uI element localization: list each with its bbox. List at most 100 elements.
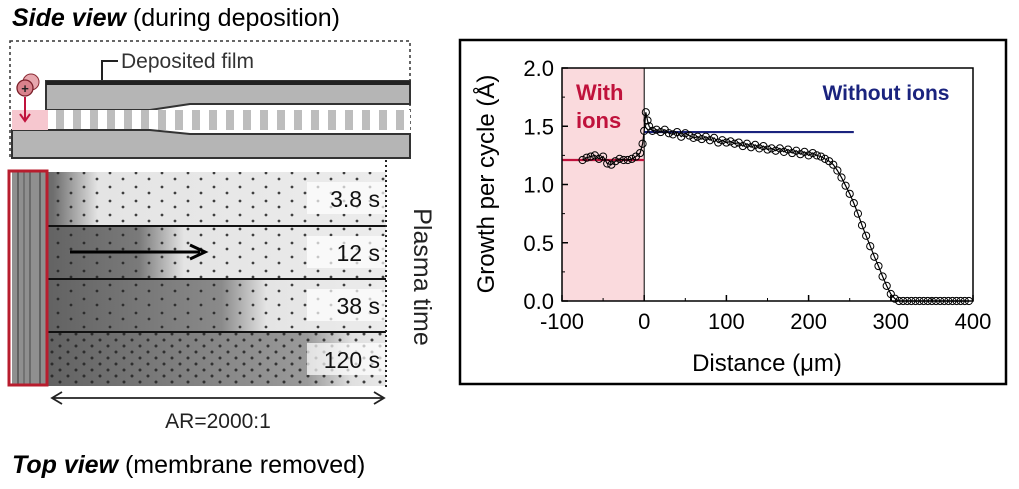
data-point: [685, 131, 694, 140]
upper-slab: [45, 80, 411, 111]
y-tick-label: 0.0: [523, 289, 554, 314]
data-point: [718, 136, 727, 145]
time-label-3: 120 s: [324, 347, 380, 373]
pillar: [56, 110, 64, 130]
data-point: [615, 154, 624, 163]
data-point: [672, 127, 682, 137]
x-ticks: -100 0 100 200 300 400: [540, 295, 991, 334]
data-point: [578, 155, 587, 165]
data-point: [841, 181, 850, 190]
schematic-figure: Deposited film + 3.8 s 12 s: [7, 40, 436, 433]
data-point: [652, 125, 661, 134]
y-tick-label: 1.0: [523, 173, 554, 198]
pillar: [379, 110, 387, 130]
pillar: [192, 110, 200, 130]
data-point: [808, 148, 817, 158]
x-tick-label: -100: [540, 309, 584, 334]
data-point: [796, 150, 805, 159]
data-point: [726, 137, 735, 146]
data-point: [755, 144, 764, 153]
chart-frame: [458, 38, 1008, 386]
data-point: [788, 148, 797, 158]
data-point: [582, 153, 591, 162]
film-label-leader: [101, 60, 118, 81]
data-point: [635, 148, 645, 158]
pillar: [209, 110, 217, 130]
data-point: [623, 155, 632, 165]
pillar: [311, 110, 319, 130]
data-point: [681, 129, 690, 138]
pillar: [73, 110, 81, 130]
data-point: [722, 138, 731, 147]
x-tick-label: 300: [872, 309, 909, 334]
without-ions-label: Without ions: [823, 82, 950, 105]
data-point: [714, 138, 723, 147]
y-tick-label: 2.0: [523, 56, 554, 81]
data-point: [611, 157, 620, 166]
top-view-title: Top view: [12, 451, 119, 479]
data-point: [697, 134, 706, 144]
pillar: [294, 110, 302, 130]
data-point: [853, 209, 863, 218]
plasma-time-label: Plasma time: [408, 208, 436, 346]
data-point: [845, 189, 854, 198]
data-point: [638, 139, 647, 148]
data-point: [857, 221, 867, 230]
with-ions-label-line2: ions: [576, 108, 621, 133]
x-tick-label: 0: [638, 309, 650, 334]
data-point: [767, 144, 776, 153]
data-point: [689, 133, 698, 142]
data-point: [771, 146, 780, 155]
pillar-array: [46, 110, 410, 130]
pillar: [107, 110, 115, 130]
data-point: [664, 129, 673, 138]
time-labels: 3.8 s 12 s 38 s 120 s: [307, 182, 385, 375]
ion-arrow-icon: [19, 97, 31, 123]
data-point: [870, 252, 879, 261]
pillar: [141, 110, 149, 130]
pillar: [243, 110, 251, 130]
time-label-1: 12 s: [337, 240, 380, 266]
data-point: [849, 199, 858, 208]
data-point: [640, 126, 649, 136]
data-point: [779, 147, 789, 156]
side-view-title: Side view: [12, 4, 126, 32]
data-point: [882, 281, 891, 290]
data-point: [693, 132, 702, 141]
data-point: [586, 152, 595, 161]
pillar: [124, 110, 132, 130]
aspect-ratio-label: AR=2000:1: [165, 410, 271, 433]
ion-region-box: [7, 169, 49, 387]
pillar: [345, 110, 353, 130]
y-tick-label: 1.5: [523, 114, 554, 139]
side-view-subtitle: (during deposition): [125, 4, 340, 32]
time-label-2: 38 s: [337, 293, 380, 319]
y-ticks: 0.0 0.5 1.0 1.5 2.0: [523, 56, 568, 314]
data-point: [648, 126, 657, 136]
data-point: [738, 141, 747, 151]
x-tick-label: 400: [955, 309, 992, 334]
data-point: [656, 127, 665, 137]
film-label: Deposited film: [121, 50, 254, 73]
pillar: [260, 110, 268, 130]
x-axis-label: Distance (μm): [692, 350, 842, 377]
penetration-arrow-icon: [70, 243, 209, 261]
pillar: [396, 110, 404, 130]
lower-slab: [11, 129, 411, 159]
data-point: [862, 231, 871, 240]
data-point: [763, 145, 772, 154]
pillar: [277, 110, 285, 130]
data-point: [599, 152, 608, 161]
time-label-0: 3.8 s: [330, 186, 380, 212]
x-tick-label: 100: [708, 309, 745, 334]
data-point: [643, 116, 652, 125]
pillar: [158, 110, 166, 130]
side-view-heading: Side view (during deposition): [12, 4, 340, 33]
data-point: [816, 152, 826, 161]
data-point: [603, 159, 612, 168]
pillar: [226, 110, 234, 130]
data-point: [730, 139, 739, 148]
data-point: [833, 166, 842, 175]
data-point: [804, 151, 813, 160]
